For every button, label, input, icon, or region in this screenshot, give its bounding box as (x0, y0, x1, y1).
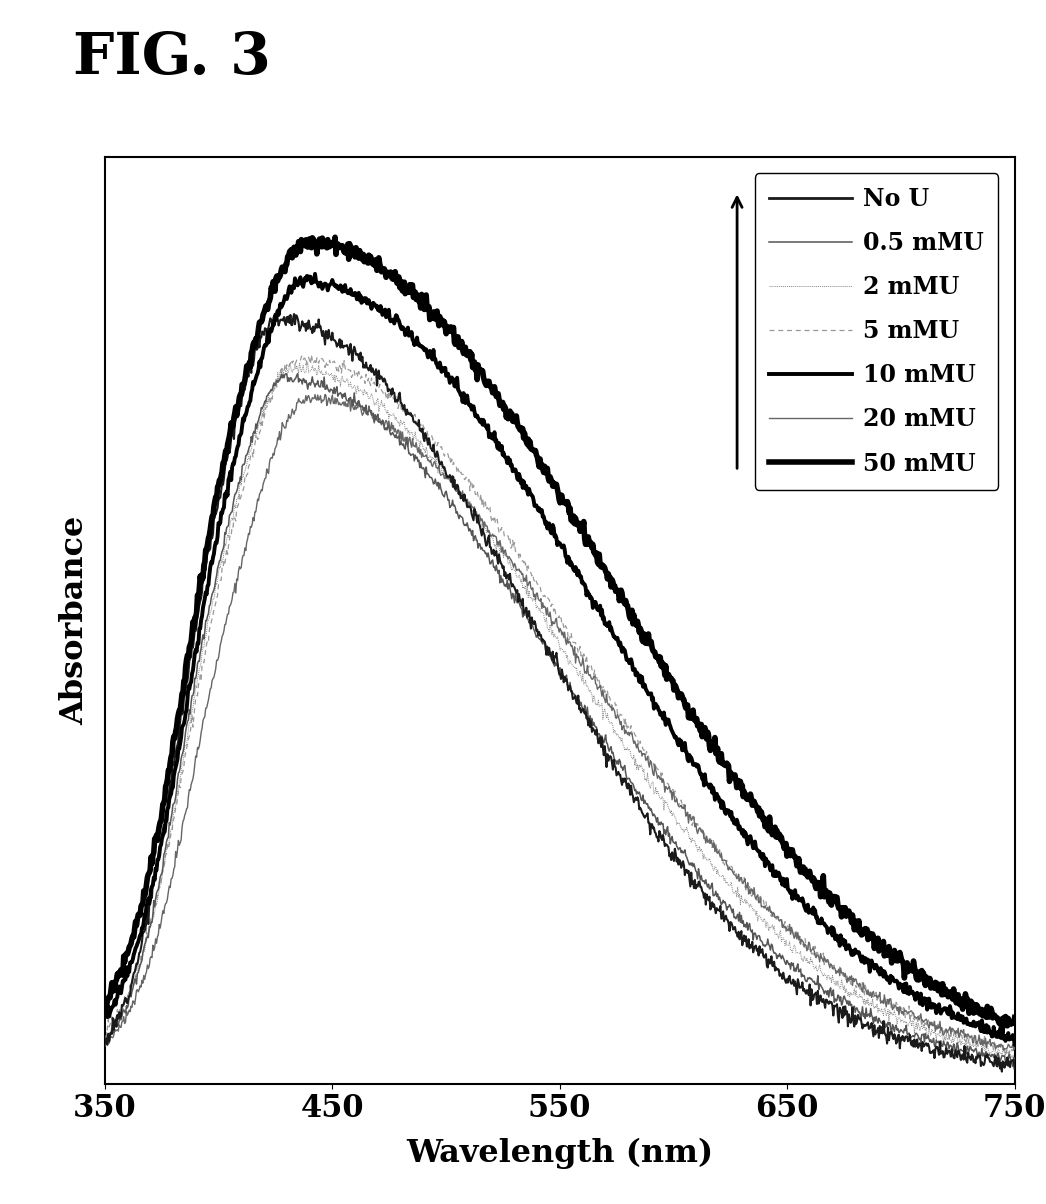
Legend: No U, 0.5 mMU, 2 mMU, 5 mMU, 10 mMU, 20 mMU, 50 mMU: No U, 0.5 mMU, 2 mMU, 5 mMU, 10 mMU, 20 … (755, 173, 998, 490)
Text: FIG. 3: FIG. 3 (73, 30, 271, 87)
Y-axis label: Absorbance: Absorbance (60, 515, 91, 725)
X-axis label: Wavelength (nm): Wavelength (nm) (406, 1138, 713, 1169)
